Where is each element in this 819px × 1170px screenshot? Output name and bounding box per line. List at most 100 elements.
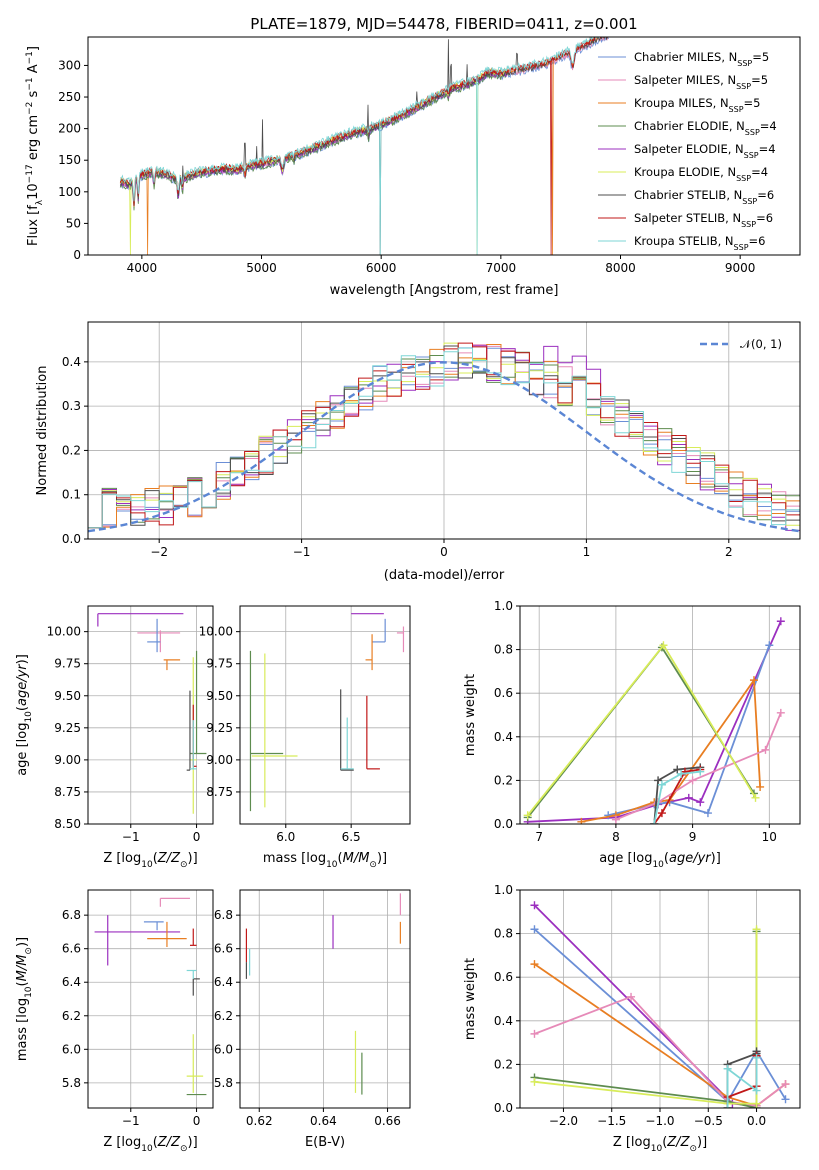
x-tick-label: −0.5 (694, 1114, 723, 1128)
error-cross-kroupa-elodie (186, 1034, 204, 1093)
massweight_vs_Z-ylabel-part: mass weight (463, 958, 478, 1040)
y-tick-label: 0.8 (494, 643, 513, 657)
x-tick-label: 0 (193, 830, 201, 844)
weight-point (751, 793, 760, 802)
mass_vs_Z-xlabel-part: Z/Z (157, 1135, 181, 1150)
legend-nssp: =6 (756, 211, 773, 225)
weight-point (756, 782, 765, 791)
mass_vs_Z-ylabel-part: )] (15, 937, 30, 947)
axes-frame (519, 605, 801, 825)
age_vs_Z-ylabel: age [log10(age/yr)] (15, 654, 34, 776)
age_vs_mass-xlabel-part: ( (338, 851, 343, 866)
y-tick-label: 6.8 (62, 908, 81, 922)
massweight_vs_Z-xlabel-part: Z [log (613, 1135, 651, 1150)
normal-legend-label: 𝒩(0, 1) (740, 337, 782, 351)
mass_vs_Z-ylabel: mass [log10(M/M⊙)] (15, 937, 34, 1061)
weight-point (761, 745, 770, 754)
y-tick-label: 9.75 (206, 657, 233, 671)
weight-point (673, 765, 682, 774)
massweight_vs_Z-ylabel: mass weight (463, 958, 478, 1040)
y-tick-label: 0.4 (494, 730, 513, 744)
weight-point (752, 925, 761, 934)
legend-entry: Salpeter ELODIE, NSSP=4 (634, 142, 776, 160)
error-cross-kroupa-miles (365, 634, 373, 671)
x-tick-label: 1 (583, 545, 591, 559)
age_vs_Z-ylabel-part: age/yr (15, 663, 30, 706)
legend-sub: SSP (742, 197, 757, 206)
legend-entry: Kroupa ELODIE, NSSP=4 (634, 165, 768, 183)
massweight_vs_Z-xlabel-part: ⊙ (689, 1144, 697, 1154)
massweight_vs_age-ylabel-part: mass weight (463, 674, 478, 756)
y-tick-label: 6.6 (62, 942, 81, 956)
x-tick-label: 4000 (127, 261, 158, 275)
weight-point (654, 776, 663, 785)
weight-point (688, 776, 697, 785)
age_vs_Z-xlabel-part: Z/Z (157, 851, 181, 866)
age_vs_Z-xlabel-part: Z [log (103, 851, 141, 866)
error-cross-chabrier-stelib (186, 690, 191, 771)
y-tick-label: 1.0 (494, 599, 513, 613)
y-tick-label: 1.0 (494, 883, 513, 897)
error-cross-chabrier-miles (372, 618, 386, 643)
spectrum-ylabel-part: −2 (25, 102, 35, 115)
age_vs_Z-ylabel-part: age [log (15, 723, 30, 776)
mass_vs_Z-xlabel-part: ⊙ (180, 1144, 188, 1154)
age_vs_Z-ylabel-part: )] (15, 654, 30, 664)
massweight_vs_age-plot (523, 617, 785, 824)
weight-point (604, 811, 613, 820)
mass_vs_Z-xlabel-part: Z [log (103, 1135, 141, 1150)
y-tick-label: 0.3 (62, 399, 81, 413)
residual-ylabel: Normed distribution (35, 366, 50, 496)
mass_vs_Z-xlabel: Z [log10(Z/Z⊙)] (103, 1135, 197, 1154)
y-tick-label: 9.25 (206, 721, 233, 735)
y-tick-label: 6.2 (214, 1009, 233, 1023)
age_vs_mass-plot (249, 613, 405, 812)
error-cross-salpeter-miles (396, 626, 405, 653)
legend-sub: SSP (736, 82, 751, 91)
massweight_vs_age-axes: 7 8 9 10 0.0 0.2 0.4 0.6 0.8 1.0 (494, 599, 801, 844)
y-tick-label: 6.8 (214, 908, 233, 922)
weight-line-kroupa-miles (581, 677, 761, 823)
x-tick-label: 6000 (366, 261, 397, 275)
x-tick-label: −2.0 (549, 1114, 578, 1128)
residuals-axes: −2 −1 0 1 2 0.0 0.1 0.2 0.3 0.4 (62, 321, 801, 559)
weight-point (530, 960, 539, 969)
error-cross-salpeter-stelib (366, 695, 380, 770)
spectrum-ylabel-part: A (26, 64, 41, 77)
weight-point (752, 1086, 761, 1095)
mass_vs_Z-xlabel-part: 10 (141, 1144, 153, 1154)
legend-entry: Chabrier ELODIE, NSSP=4 (634, 119, 777, 137)
legend-series-name: Salpeter STELIB, N (634, 211, 741, 225)
y-tick-label: 300 (58, 58, 81, 72)
residual-xlabel: (data-model)/error (384, 568, 505, 583)
error-cross-kroupa-stelib (186, 969, 197, 979)
spectrum-ylabel-part: −1 (25, 77, 35, 90)
legend-series-name: Salpeter MILES, N (634, 73, 736, 87)
mass_vs_ebv-axes: 0.62 0.64 0.66 5.8 6.0 6.2 6.4 6.6 6.8 (214, 889, 411, 1128)
age_vs_mass-xlabel-part: M/M (343, 851, 370, 866)
spectrum-xlabel: wavelength [Angstrom, rest frame] (330, 283, 559, 298)
y-tick-label: 250 (58, 90, 81, 104)
spectrum-ylabel-part: −17 (25, 164, 35, 183)
legend-sub: SSP (741, 220, 756, 229)
weight-point (530, 925, 539, 934)
legend-sub: SSP (736, 174, 751, 183)
error-cross-kroupa-stelib (189, 720, 197, 770)
y-tick-label: 9.00 (54, 753, 81, 767)
mass_vs_Z-ylabel-part: ⊙ (24, 947, 34, 955)
y-tick-label: 9.50 (206, 689, 233, 703)
massweight_vs_Z-xlabel-part: 10 (651, 1144, 663, 1154)
weight-point (530, 901, 539, 910)
age_vs_Z-plot (97, 613, 207, 814)
weight-point (650, 820, 659, 824)
y-tick-label: 0 (73, 248, 81, 262)
massweight_vs_age-xlabel-part: ( (664, 851, 669, 866)
legend-entry: Salpeter STELIB, NSSP=6 (634, 211, 773, 229)
y-tick-label: 8.50 (54, 817, 81, 831)
x-tick-label: −2 (150, 545, 168, 559)
weight-point (749, 676, 758, 685)
massweight_vs_Z-xlabel: Z [log10(Z/Z⊙)] (613, 1135, 707, 1154)
x-tick-label: −1 (122, 1114, 140, 1128)
legend-nssp: =4 (759, 142, 776, 156)
